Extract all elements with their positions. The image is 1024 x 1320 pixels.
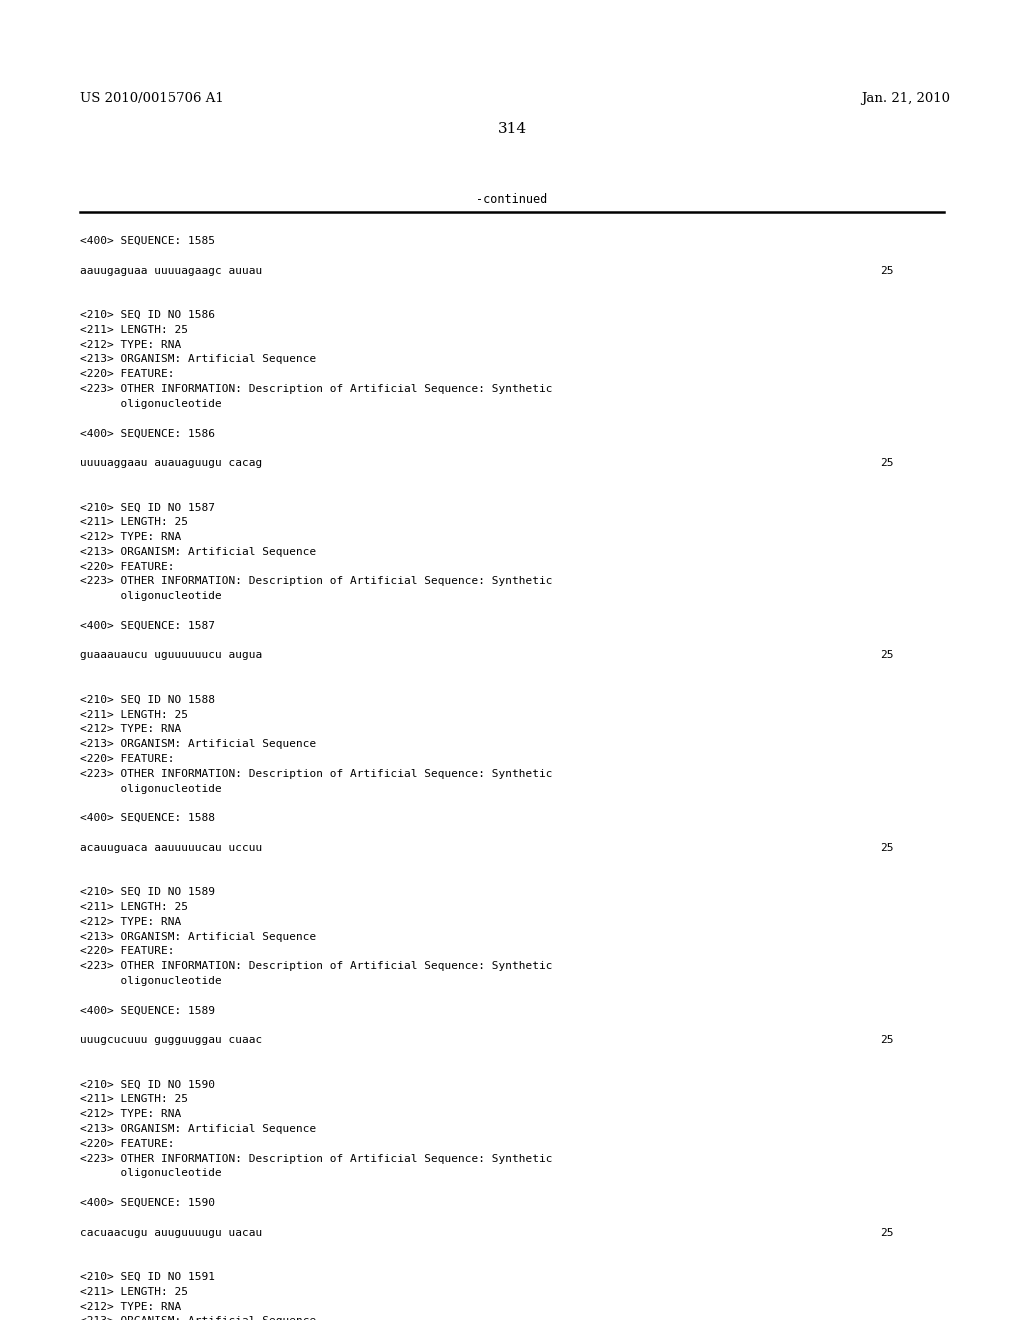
Text: <223> OTHER INFORMATION: Description of Artificial Sequence: Synthetic: <223> OTHER INFORMATION: Description of … — [80, 384, 553, 393]
Text: <211> LENGTH: 25: <211> LENGTH: 25 — [80, 325, 188, 335]
Text: 25: 25 — [880, 651, 894, 660]
Text: <223> OTHER INFORMATION: Description of Artificial Sequence: Synthetic: <223> OTHER INFORMATION: Description of … — [80, 961, 553, 972]
Text: <212> TYPE: RNA: <212> TYPE: RNA — [80, 339, 181, 350]
Text: guaaauaucu uguuuuuucu augua: guaaauaucu uguuuuuucu augua — [80, 651, 262, 660]
Text: uuugcucuuu gugguuggau cuaac: uuugcucuuu gugguuggau cuaac — [80, 1035, 262, 1045]
Text: <220> FEATURE:: <220> FEATURE: — [80, 561, 174, 572]
Text: 314: 314 — [498, 121, 526, 136]
Text: <223> OTHER INFORMATION: Description of Artificial Sequence: Synthetic: <223> OTHER INFORMATION: Description of … — [80, 577, 553, 586]
Text: US 2010/0015706 A1: US 2010/0015706 A1 — [80, 92, 224, 106]
Text: <210> SEQ ID NO 1589: <210> SEQ ID NO 1589 — [80, 887, 215, 898]
Text: <210> SEQ ID NO 1590: <210> SEQ ID NO 1590 — [80, 1080, 215, 1089]
Text: <210> SEQ ID NO 1591: <210> SEQ ID NO 1591 — [80, 1272, 215, 1282]
Text: Jan. 21, 2010: Jan. 21, 2010 — [861, 92, 950, 106]
Text: <213> ORGANISM: Artificial Sequence: <213> ORGANISM: Artificial Sequence — [80, 932, 316, 941]
Text: <211> LENGTH: 25: <211> LENGTH: 25 — [80, 902, 188, 912]
Text: <213> ORGANISM: Artificial Sequence: <213> ORGANISM: Artificial Sequence — [80, 739, 316, 750]
Text: <223> OTHER INFORMATION: Description of Artificial Sequence: Synthetic: <223> OTHER INFORMATION: Description of … — [80, 768, 553, 779]
Text: aauugaguaa uuuuagaagc auuau: aauugaguaa uuuuagaagc auuau — [80, 265, 262, 276]
Text: <212> TYPE: RNA: <212> TYPE: RNA — [80, 532, 181, 543]
Text: <211> LENGTH: 25: <211> LENGTH: 25 — [80, 1287, 188, 1296]
Text: <212> TYPE: RNA: <212> TYPE: RNA — [80, 1109, 181, 1119]
Text: <211> LENGTH: 25: <211> LENGTH: 25 — [80, 517, 188, 527]
Text: <400> SEQUENCE: 1585: <400> SEQUENCE: 1585 — [80, 236, 215, 246]
Text: <220> FEATURE:: <220> FEATURE: — [80, 946, 174, 957]
Text: <212> TYPE: RNA: <212> TYPE: RNA — [80, 725, 181, 734]
Text: acauuguaca aauuuuucau uccuu: acauuguaca aauuuuucau uccuu — [80, 842, 262, 853]
Text: <213> ORGANISM: Artificial Sequence: <213> ORGANISM: Artificial Sequence — [80, 546, 316, 557]
Text: <400> SEQUENCE: 1590: <400> SEQUENCE: 1590 — [80, 1199, 215, 1208]
Text: <211> LENGTH: 25: <211> LENGTH: 25 — [80, 1094, 188, 1105]
Text: <213> ORGANISM: Artificial Sequence: <213> ORGANISM: Artificial Sequence — [80, 1316, 316, 1320]
Text: 25: 25 — [880, 1228, 894, 1238]
Text: -continued: -continued — [476, 193, 548, 206]
Text: uuuuaggaau auauaguugu cacag: uuuuaggaau auauaguugu cacag — [80, 458, 262, 469]
Text: cacuaacugu auuguuuugu uacau: cacuaacugu auuguuuugu uacau — [80, 1228, 262, 1238]
Text: <400> SEQUENCE: 1589: <400> SEQUENCE: 1589 — [80, 1006, 215, 1015]
Text: <220> FEATURE:: <220> FEATURE: — [80, 1139, 174, 1148]
Text: <220> FEATURE:: <220> FEATURE: — [80, 754, 174, 764]
Text: <400> SEQUENCE: 1588: <400> SEQUENCE: 1588 — [80, 813, 215, 824]
Text: <213> ORGANISM: Artificial Sequence: <213> ORGANISM: Artificial Sequence — [80, 354, 316, 364]
Text: <211> LENGTH: 25: <211> LENGTH: 25 — [80, 710, 188, 719]
Text: <213> ORGANISM: Artificial Sequence: <213> ORGANISM: Artificial Sequence — [80, 1125, 316, 1134]
Text: 25: 25 — [880, 842, 894, 853]
Text: 25: 25 — [880, 1035, 894, 1045]
Text: <210> SEQ ID NO 1586: <210> SEQ ID NO 1586 — [80, 310, 215, 319]
Text: oligonucleotide: oligonucleotide — [80, 591, 222, 601]
Text: oligonucleotide: oligonucleotide — [80, 1168, 222, 1179]
Text: <400> SEQUENCE: 1587: <400> SEQUENCE: 1587 — [80, 620, 215, 631]
Text: oligonucleotide: oligonucleotide — [80, 784, 222, 793]
Text: <212> TYPE: RNA: <212> TYPE: RNA — [80, 1302, 181, 1312]
Text: <212> TYPE: RNA: <212> TYPE: RNA — [80, 917, 181, 927]
Text: <210> SEQ ID NO 1588: <210> SEQ ID NO 1588 — [80, 694, 215, 705]
Text: <223> OTHER INFORMATION: Description of Artificial Sequence: Synthetic: <223> OTHER INFORMATION: Description of … — [80, 1154, 553, 1164]
Text: <400> SEQUENCE: 1586: <400> SEQUENCE: 1586 — [80, 429, 215, 438]
Text: <210> SEQ ID NO 1587: <210> SEQ ID NO 1587 — [80, 503, 215, 512]
Text: oligonucleotide: oligonucleotide — [80, 399, 222, 409]
Text: 25: 25 — [880, 458, 894, 469]
Text: 25: 25 — [880, 265, 894, 276]
Text: <220> FEATURE:: <220> FEATURE: — [80, 370, 174, 379]
Text: oligonucleotide: oligonucleotide — [80, 975, 222, 986]
